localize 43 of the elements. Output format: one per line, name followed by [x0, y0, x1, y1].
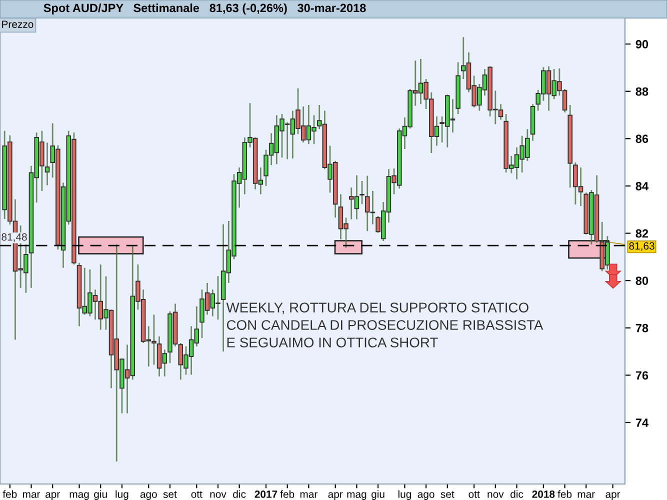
- x-tick-label: apr: [328, 492, 343, 500]
- annotation: WEEKLY, ROTTURA DEL SUPPORTO STATICO CON CANDELA DI PROSECUZIONE RIBASSISTA E SEGUAIMO IN OTTICA SHORT: [226, 302, 544, 348]
- chart-title: Spot AUD/JPY Settimanale 81,63 (-0,26%) 30-mar-2018: [44, 4, 366, 14]
- x-tick-label: ott: [191, 491, 202, 498]
- x-tick-label: ott: [468, 491, 480, 498]
- x-tick-label: dic: [510, 490, 524, 498]
- x-tick-label: mar: [300, 492, 318, 498]
- x-tick-label: apr: [606, 492, 620, 500]
- y-tick-label: 84: [636, 182, 648, 190]
- x-tick-label: feb: [558, 490, 572, 498]
- x-tick-label: giu: [94, 490, 107, 500]
- y-tick-label: 74: [636, 418, 648, 427]
- x-tick-label: apr: [46, 492, 60, 500]
- x-tick-label: 2017: [254, 490, 278, 498]
- y-tick-label: 88: [636, 87, 648, 96]
- x-tick-label: dic: [233, 490, 246, 498]
- x-tick-label: mag: [70, 492, 89, 500]
- y-tick-label: 90: [636, 40, 648, 48]
- y-tick-label: 80: [636, 276, 648, 285]
- y-tick-label: 86: [636, 134, 648, 144]
- x-tick-label: feb: [2, 490, 17, 498]
- y-tick-label: 82: [636, 229, 648, 238]
- x-tick-label: mag: [347, 492, 366, 500]
- candlestick: [360, 180, 364, 205]
- x-tick-label: lug: [398, 490, 411, 500]
- x-tick-label: mar: [22, 492, 40, 498]
- annotation: 81,63: [629, 242, 654, 251]
- x-tick-label: mar: [578, 492, 595, 498]
- y-axis-title: Prezzo: [2, 20, 34, 28]
- y-tick-label: 76: [636, 371, 648, 380]
- x-tick-label: ago: [140, 492, 157, 500]
- x-tick-label: set: [440, 491, 454, 498]
- x-tick-label: 2018: [532, 490, 555, 498]
- x-tick-label: nov: [488, 492, 504, 498]
- x-tick-label: nov: [210, 492, 226, 498]
- x-tick-label: lug: [116, 490, 128, 500]
- candlestick: [44, 142, 50, 186]
- ref-line-label: 81,48: [2, 233, 27, 242]
- y-tick-label: 78: [636, 324, 648, 332]
- x-tick-label: giu: [372, 490, 384, 500]
- x-tick-label: ago: [418, 492, 434, 500]
- x-tick-label: set: [163, 491, 177, 498]
- x-tick-label: feb: [280, 490, 294, 498]
